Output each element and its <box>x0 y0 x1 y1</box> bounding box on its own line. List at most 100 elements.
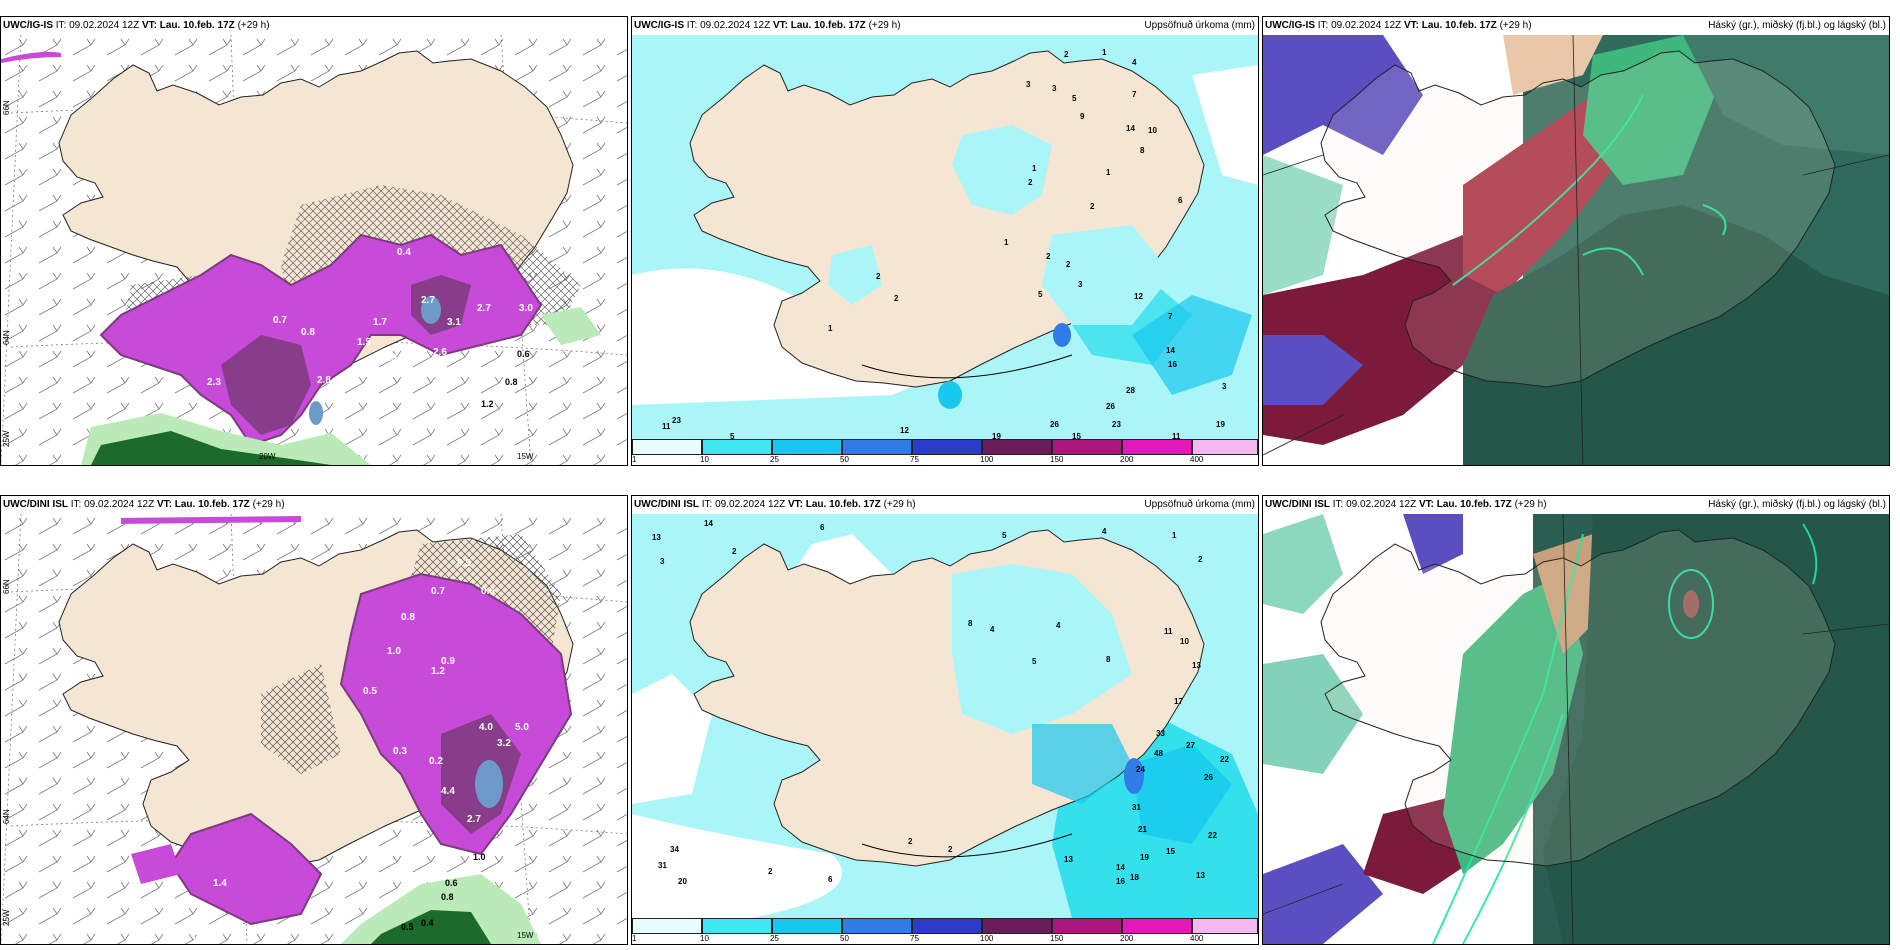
svg-text:0.8: 0.8 <box>505 377 518 387</box>
svg-text:31: 31 <box>658 861 667 870</box>
lead-time: (+29 h) <box>1499 20 1532 31</box>
svg-text:2: 2 <box>768 867 773 876</box>
iceland-outline <box>1320 529 1836 867</box>
it-value: 09.02.2024 12Z <box>84 499 155 510</box>
snowfall-area <box>339 572 573 856</box>
svg-text:23: 23 <box>672 416 681 425</box>
svg-text:13: 13 <box>1196 871 1205 880</box>
lon-label: 15W <box>517 931 534 940</box>
svg-text:11: 11 <box>1164 627 1173 636</box>
svg-text:16: 16 <box>1116 877 1125 886</box>
svg-text:2: 2 <box>908 837 913 846</box>
svg-text:0.3: 0.3 <box>393 746 407 757</box>
it-value: 09.02.2024 12Z <box>715 499 786 510</box>
svg-text:8: 8 <box>1140 146 1145 155</box>
panel-snow-wind-bottom: UWC/DINI ISL IT: 09.02.2024 12Z VT: Lau.… <box>0 495 628 945</box>
model-name: UWC/DINI ISL <box>634 499 699 510</box>
svg-text:0.6: 0.6 <box>481 586 495 597</box>
svg-text:2.7: 2.7 <box>467 814 481 825</box>
model-name: UWC/IG-IS <box>634 20 684 31</box>
snow-wind-map: 0.5 0.7 0.6 0.8 1.0 1.2 0.9 0.5 0.3 0.2 4.0 5.… <box>1 514 627 944</box>
vt-label: VT: <box>141 20 157 31</box>
svg-text:0.8: 0.8 <box>301 327 315 338</box>
svg-text:14: 14 <box>1166 346 1175 355</box>
svg-text:3.1: 3.1 <box>447 317 461 328</box>
svg-text:10: 10 <box>1180 637 1189 646</box>
svg-text:2.7: 2.7 <box>477 303 491 314</box>
lead-time: (+29 h) <box>883 499 916 510</box>
vt-label: VT: <box>1418 499 1434 510</box>
svg-text:8: 8 <box>1106 655 1111 664</box>
svg-text:19: 19 <box>1216 420 1225 429</box>
svg-text:2: 2 <box>1066 260 1071 269</box>
svg-text:1.4: 1.4 <box>213 878 227 889</box>
svg-text:17: 17 <box>1174 697 1183 706</box>
svg-text:2.7: 2.7 <box>421 295 435 306</box>
model-name: UWC/DINI ISL <box>3 499 68 510</box>
svg-text:11: 11 <box>1172 432 1181 439</box>
svg-text:2.8: 2.8 <box>317 375 331 386</box>
svg-text:4.4: 4.4 <box>441 786 455 797</box>
panel-clouds-top: UWC/IG-IS IT: 09.02.2024 12Z VT: Lau. 10… <box>1262 16 1890 466</box>
svg-text:2.6: 2.6 <box>433 347 447 358</box>
panel-header: UWC/DINI ISL IT: 09.02.2024 12Z VT: Lau.… <box>1 496 627 514</box>
svg-text:0.5: 0.5 <box>401 922 414 932</box>
lat-label: 66N <box>632 565 634 580</box>
svg-text:23: 23 <box>1112 420 1121 429</box>
svg-text:10: 10 <box>1148 126 1157 135</box>
svg-text:26: 26 <box>1204 773 1213 782</box>
svg-text:0.9: 0.9 <box>441 656 455 667</box>
colorbar-tick: 10 <box>700 455 709 464</box>
vt-value: Lau. 10.feb. 17Z <box>790 20 866 31</box>
it-label: IT: <box>701 499 713 510</box>
panel-header: UWC/IG-IS IT: 09.02.2024 12Z VT: Lau. 10… <box>1 17 627 35</box>
colorbar-tick: 150 <box>1050 455 1064 464</box>
svg-text:5: 5 <box>730 432 735 439</box>
svg-text:13: 13 <box>1064 855 1073 864</box>
svg-text:1: 1 <box>1172 531 1177 540</box>
svg-text:15: 15 <box>1166 847 1175 856</box>
colorbar-tick: 25 <box>770 934 779 943</box>
iceland-outline <box>1320 50 1836 388</box>
svg-text:2: 2 <box>1028 178 1033 187</box>
colorbar-tick: 10 <box>700 934 709 943</box>
svg-text:33: 33 <box>1156 729 1165 738</box>
svg-text:5.0: 5.0 <box>515 722 529 733</box>
svg-text:3.2: 3.2 <box>497 738 511 749</box>
svg-text:12: 12 <box>900 426 909 435</box>
svg-text:0.5: 0.5 <box>363 686 377 697</box>
svg-text:5: 5 <box>1032 657 1037 666</box>
colorbar-tick: 200 <box>1120 934 1134 943</box>
svg-text:13: 13 <box>652 533 661 542</box>
colorbar-tick: 1 <box>632 934 637 943</box>
svg-text:24: 24 <box>1136 765 1145 774</box>
lead-time: (+29 h) <box>237 20 270 31</box>
svg-text:2: 2 <box>1046 252 1051 261</box>
it-label: IT: <box>1332 499 1344 510</box>
panel-precip-top: UWC/IG-IS IT: 09.02.2024 12Z VT: Lau. 10… <box>631 16 1259 466</box>
vt-label: VT: <box>1403 20 1419 31</box>
it-value: 09.02.2024 12Z <box>700 20 771 31</box>
colorbar: 1 10 25 50 75 100 150 200 400 <box>632 918 1258 944</box>
svg-text:2: 2 <box>1198 555 1203 564</box>
vt-value: Lau. 10.feb. 17Z <box>159 20 235 31</box>
lat-label: 66N <box>2 579 11 594</box>
svg-text:20: 20 <box>678 877 687 886</box>
svg-text:0.4: 0.4 <box>397 247 411 258</box>
svg-text:4.0: 4.0 <box>479 722 493 733</box>
snow-wind-map: 2.3 2.8 2.6 3.2 1.5 1.9 2.7 3.1 2.7 3.0 … <box>1 35 627 465</box>
colorbar-tick: 50 <box>840 455 849 464</box>
svg-text:5: 5 <box>1002 531 1007 540</box>
colorbar-tick: 25 <box>770 455 779 464</box>
colorbar-tick: 150 <box>1050 934 1064 943</box>
svg-text:2: 2 <box>1064 50 1069 59</box>
svg-text:1: 1 <box>1102 48 1107 57</box>
svg-text:0.6: 0.6 <box>517 349 530 359</box>
model-name: UWC/IG-IS <box>3 20 53 31</box>
svg-text:2.3: 2.3 <box>207 377 221 388</box>
svg-text:6: 6 <box>820 523 825 532</box>
svg-text:0.7: 0.7 <box>431 586 445 597</box>
svg-text:0.8: 0.8 <box>401 612 415 623</box>
svg-text:0.5: 0.5 <box>457 558 471 569</box>
